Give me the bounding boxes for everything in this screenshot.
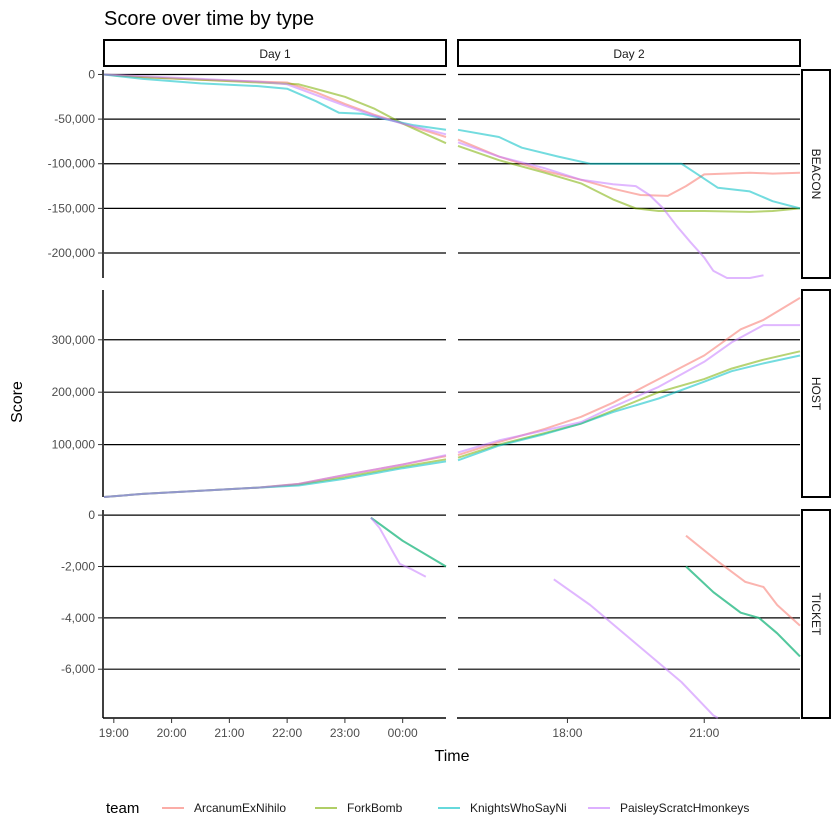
legend-title: team bbox=[106, 800, 139, 817]
y-tick-label: 200,000 bbox=[52, 385, 96, 399]
legend-label: KnightsWhoSayNi bbox=[470, 801, 567, 815]
x-tick-label: 00:00 bbox=[388, 726, 418, 740]
facet-strip-top bbox=[457, 39, 801, 67]
series-line bbox=[103, 73, 447, 136]
y-tick-label: 100,000 bbox=[52, 438, 96, 452]
x-tick-label: 20:00 bbox=[157, 726, 187, 740]
series-line bbox=[370, 517, 427, 578]
series-line bbox=[457, 138, 801, 197]
y-tick-label: -2,000 bbox=[61, 559, 95, 573]
x-tick-label: 19:00 bbox=[99, 726, 129, 740]
series-line bbox=[457, 144, 801, 213]
y-tick-label: -6,000 bbox=[61, 662, 95, 676]
series-line bbox=[103, 73, 447, 145]
facet-strip-label: BEACON bbox=[809, 149, 823, 200]
series-line bbox=[457, 128, 801, 210]
facet-strip-right bbox=[801, 69, 831, 279]
facet-strip-right bbox=[801, 289, 831, 498]
facet-strip-label: Day 1 bbox=[259, 47, 291, 61]
legend-label: PaisleyScratcHmonkeys bbox=[620, 801, 749, 815]
x-tick-label: 21:00 bbox=[214, 726, 244, 740]
series-line bbox=[103, 455, 447, 498]
facet-strip-label: Day 2 bbox=[613, 47, 645, 61]
series-line bbox=[457, 141, 764, 279]
y-tick-label: -50,000 bbox=[54, 112, 95, 126]
legend: team ArcanumExNihilo ForkBomb KnightsWhoSa… bbox=[106, 800, 749, 817]
facet-strip-top bbox=[103, 39, 447, 67]
legend-label: ForkBomb bbox=[347, 801, 403, 815]
series-line bbox=[457, 297, 801, 457]
x-axis-title: Time bbox=[435, 748, 470, 765]
series-line bbox=[103, 454, 447, 498]
series-line bbox=[370, 516, 447, 568]
y-tick-label: -100,000 bbox=[48, 157, 96, 171]
chart-title: Score over time by type bbox=[104, 8, 314, 30]
y-tick-label: -200,000 bbox=[48, 246, 96, 260]
series-line bbox=[553, 578, 719, 719]
x-tick-label: 18:00 bbox=[552, 726, 582, 740]
legend-label: ArcanumExNihilo bbox=[194, 801, 286, 815]
facet-strip-label: TICKET bbox=[809, 593, 823, 636]
y-tick-label: -150,000 bbox=[48, 201, 96, 215]
facet-strip-label: HOST bbox=[809, 377, 823, 411]
series-line bbox=[685, 565, 801, 658]
y-tick-label: -4,000 bbox=[61, 611, 95, 625]
series-line bbox=[457, 354, 801, 462]
y-tick-label: 0 bbox=[88, 508, 95, 522]
y-axis-title: Score bbox=[9, 381, 26, 423]
x-tick-label: 22:00 bbox=[272, 726, 302, 740]
y-tick-label: 0 bbox=[88, 67, 95, 81]
x-tick-label: 21:00 bbox=[689, 726, 719, 740]
series-line bbox=[457, 324, 800, 454]
x-tick-label: 23:00 bbox=[330, 726, 360, 740]
facet-panels: 0 -50,000 -100,000 -150,000 -200,000 100,000 2… bbox=[48, 39, 831, 740]
series-line bbox=[685, 534, 801, 627]
facet-strip-right bbox=[801, 509, 831, 719]
y-tick-label: 300,000 bbox=[52, 333, 96, 347]
